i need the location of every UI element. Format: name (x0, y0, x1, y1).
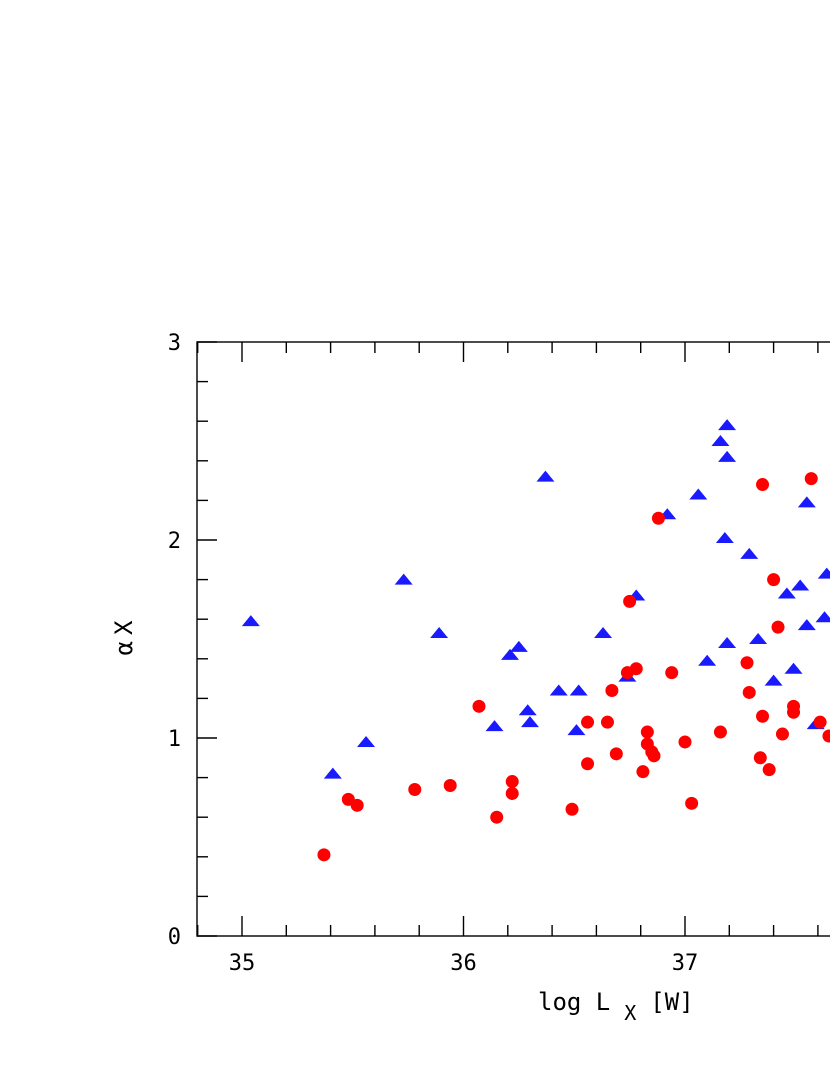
x-tick-label: 36 (450, 951, 477, 976)
triangle-point (777, 587, 796, 599)
circle-point (713, 725, 727, 739)
triangle-point (711, 435, 730, 446)
circle-point (756, 709, 770, 723)
triangle-point (501, 648, 520, 660)
y-tick-label: 0 (168, 925, 181, 950)
triangle-point (797, 619, 816, 631)
circle-point (685, 796, 699, 810)
triangle-point (817, 567, 830, 579)
axis-labels: αX log L X [W] (110, 620, 694, 1025)
circle-point (623, 594, 637, 608)
triangle-point (323, 767, 342, 779)
circle-point (787, 705, 801, 719)
triangle-point (567, 724, 586, 736)
data-points (241, 419, 830, 862)
triangle-point (509, 640, 528, 652)
circle-point (505, 775, 519, 789)
triangle-point (791, 579, 810, 591)
circle-point (443, 779, 457, 793)
circle-point (740, 656, 754, 670)
circle-point (565, 802, 579, 816)
circle-point (767, 573, 781, 587)
y-tick-label: 2 (168, 529, 181, 554)
x-axis-label: log L X [W] (538, 988, 694, 1025)
circle-point (651, 511, 665, 525)
circle-point (605, 683, 619, 697)
triangle-point (749, 633, 768, 644)
x-tick-label: 35 (229, 951, 256, 976)
circle-point (647, 749, 661, 763)
triangle-point (520, 716, 539, 728)
triangle-point (430, 627, 449, 639)
circle-point (629, 662, 643, 676)
circle-point (640, 725, 654, 739)
circle-point (350, 798, 364, 812)
triangle-point (715, 532, 734, 544)
circle-point (600, 715, 614, 729)
circle-point (822, 729, 830, 743)
circle-point (742, 685, 756, 699)
circle-point (472, 699, 486, 713)
circle-point (581, 757, 595, 771)
circle-point (775, 727, 789, 741)
triangle-point (518, 704, 537, 716)
triangle-point (797, 496, 816, 508)
triangle-point (569, 684, 588, 696)
y-tick-label: 3 (168, 331, 181, 356)
triangle-point (764, 674, 783, 686)
triangle-point (698, 654, 717, 666)
circle-point (813, 715, 827, 729)
triangle-point (784, 662, 803, 674)
circle-point (678, 735, 692, 749)
circle-point (753, 751, 767, 765)
circle-point (762, 763, 776, 777)
triangle-point (740, 547, 759, 559)
circle-point (408, 782, 422, 796)
circle-point (609, 747, 623, 761)
triangle-point (718, 636, 737, 648)
circle-point (771, 620, 785, 634)
triangle-point (689, 488, 708, 500)
circle-point (804, 472, 818, 486)
circle-point (756, 478, 770, 492)
triangle-point (815, 611, 830, 623)
triangle-point (718, 419, 737, 431)
triangle-point (241, 615, 260, 627)
plot-frame (196, 341, 830, 937)
triangle-point (536, 470, 555, 482)
circle-point (317, 848, 331, 862)
y-tick-label: 1 (168, 727, 181, 752)
triangle-point (357, 735, 376, 747)
triangle-point (549, 684, 568, 696)
y-axis-label: αX (110, 620, 138, 655)
axes: 35 36 37 0 1 2 3 (168, 331, 830, 976)
triangle-point (394, 573, 413, 585)
x-tick-label: 37 (672, 951, 699, 976)
circle-point (490, 810, 504, 824)
triangle-point (718, 450, 737, 462)
circle-point (665, 666, 679, 680)
triangle-point (594, 627, 613, 639)
triangle-point (485, 720, 504, 732)
circle-point (581, 715, 595, 729)
circle-point (636, 765, 650, 779)
circle-point (505, 786, 519, 800)
